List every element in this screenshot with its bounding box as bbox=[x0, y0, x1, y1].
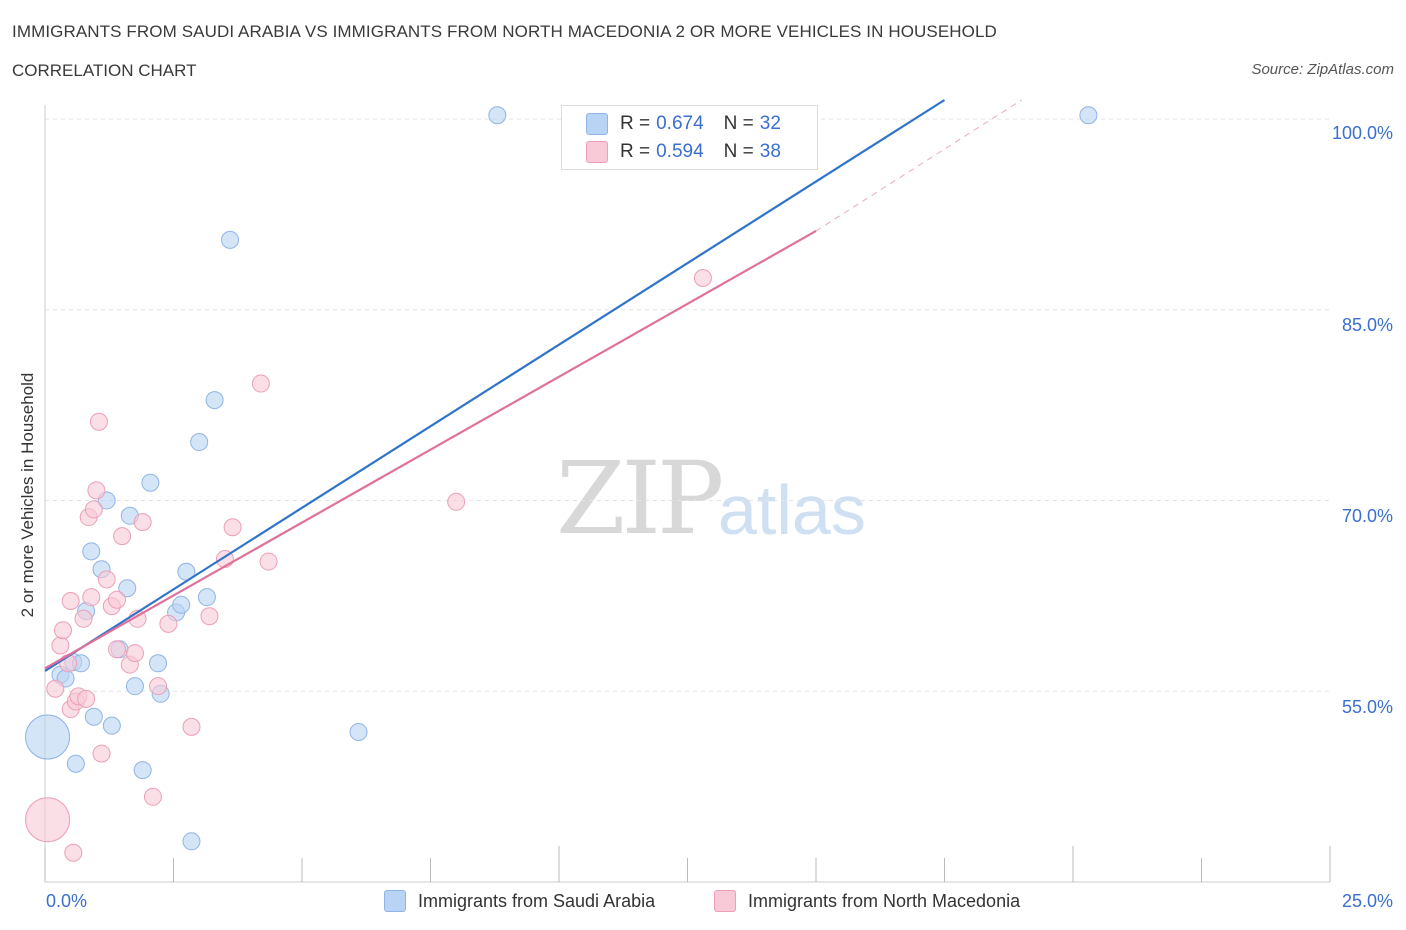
saudi-arabia-trend-line bbox=[44, 99, 946, 672]
legend-n-value: 32 bbox=[759, 113, 781, 134]
north-macedonia-trend-extension bbox=[815, 99, 1022, 232]
north-macedonia-trend-line bbox=[44, 230, 817, 670]
legend-row-macedonia: R = 0.594 N = 38 bbox=[586, 140, 781, 164]
chart-title: IMMIGRANTS FROM SAUDI ARABIA VS IMMIGRAN… bbox=[12, 22, 997, 41]
saudi-arabia-point bbox=[141, 473, 160, 492]
legend-r-value: 0.594 bbox=[656, 141, 704, 162]
north-macedonia-point bbox=[87, 481, 106, 500]
north-macedonia-point bbox=[113, 527, 132, 546]
legend-swatch-blue bbox=[586, 113, 608, 135]
north-macedonia-point bbox=[223, 518, 242, 537]
y-axis-label: 2 or more Vehicles in Household bbox=[18, 372, 37, 618]
north-macedonia-point bbox=[447, 492, 466, 511]
saudi-arabia-point bbox=[82, 542, 101, 561]
saudi-arabia-point bbox=[149, 654, 168, 673]
x-tick-label-min: 0.0% bbox=[46, 891, 88, 911]
saudi-arabia-point bbox=[221, 230, 240, 249]
north-macedonia-point bbox=[89, 412, 108, 431]
legend-series-name: Immigrants from North Macedonia bbox=[748, 890, 1021, 911]
x-tick-label-max: 25.0% bbox=[1341, 891, 1393, 911]
saudi-arabia-point bbox=[125, 677, 144, 696]
legend-swatch-pink bbox=[714, 890, 736, 912]
bottom-legend-macedonia: Immigrants from North Macedonia bbox=[714, 889, 1020, 913]
north-macedonia-point bbox=[182, 717, 201, 736]
y-tick-label: 55.0% bbox=[1341, 697, 1393, 717]
saudi-arabia-point bbox=[488, 106, 507, 125]
north-macedonia-point bbox=[107, 590, 126, 609]
north-macedonia-point bbox=[159, 614, 178, 633]
north-macedonia-point bbox=[143, 787, 162, 806]
saudi-arabia-point bbox=[205, 391, 224, 410]
saudi-arabia-point bbox=[66, 754, 85, 773]
north-macedonia-point bbox=[64, 843, 83, 862]
north-macedonia-point bbox=[61, 591, 80, 610]
legend-swatch-blue bbox=[384, 890, 406, 912]
y-tick-label: 85.0% bbox=[1341, 315, 1393, 335]
north-macedonia-point bbox=[82, 588, 101, 607]
correlation-legend: R = 0.674 N = 32 R = 0.594 N = 38 bbox=[561, 105, 818, 170]
saudi-arabia-point bbox=[182, 832, 201, 851]
north-macedonia-point bbox=[200, 607, 219, 626]
north-macedonia-point bbox=[74, 609, 93, 628]
saudi-arabia-point bbox=[25, 714, 71, 760]
source-label: Source: ZipAtlas.com bbox=[1251, 61, 1394, 78]
north-macedonia-point bbox=[51, 636, 70, 655]
north-macedonia-point bbox=[107, 640, 126, 659]
saudi-arabia-point bbox=[172, 595, 191, 614]
legend-r-value: 0.674 bbox=[656, 113, 704, 134]
saudi-arabia-point bbox=[1079, 106, 1098, 125]
north-macedonia-point bbox=[693, 269, 712, 288]
north-macedonia-point bbox=[251, 374, 270, 393]
legend-r-label: R = bbox=[620, 113, 651, 134]
saudi-arabia-point bbox=[84, 707, 103, 726]
y-tick-label: 70.0% bbox=[1341, 506, 1393, 526]
bottom-legend-saudi: Immigrants from Saudi Arabia bbox=[384, 889, 655, 913]
y-tick-label: 100.0% bbox=[1331, 123, 1393, 143]
north-macedonia-point bbox=[53, 621, 72, 640]
legend-n-label: N = bbox=[723, 113, 754, 134]
saudi-arabia-point bbox=[118, 579, 137, 598]
north-macedonia-point bbox=[46, 679, 65, 698]
watermark-atlas: atlas bbox=[718, 471, 866, 549]
north-macedonia-point bbox=[259, 552, 278, 571]
saudi-arabia-point bbox=[197, 588, 216, 607]
north-macedonia-point bbox=[25, 797, 71, 843]
saudi-arabia-point bbox=[133, 761, 152, 780]
north-macedonia-point bbox=[97, 570, 116, 589]
saudi-arabia-point bbox=[190, 433, 209, 452]
chart-subtitle: CORRELATION CHART bbox=[12, 61, 197, 80]
north-macedonia-point bbox=[125, 644, 144, 663]
north-macedonia-point bbox=[84, 500, 103, 519]
legend-r-label: R = bbox=[620, 141, 651, 162]
legend-series-name: Immigrants from Saudi Arabia bbox=[418, 890, 656, 911]
legend-n-value: 38 bbox=[759, 141, 781, 162]
north-macedonia-point bbox=[149, 677, 168, 696]
saudi-arabia-point bbox=[349, 722, 368, 741]
legend-row-saudi: R = 0.674 N = 32 bbox=[586, 112, 781, 136]
north-macedonia-point bbox=[77, 689, 96, 708]
saudi-arabia-point bbox=[102, 716, 121, 735]
legend-swatch-pink bbox=[586, 141, 608, 163]
watermark-zip: ZIP bbox=[556, 440, 724, 557]
north-macedonia-point bbox=[133, 513, 152, 532]
legend-n-label: N = bbox=[723, 141, 754, 162]
north-macedonia-point bbox=[92, 744, 111, 763]
